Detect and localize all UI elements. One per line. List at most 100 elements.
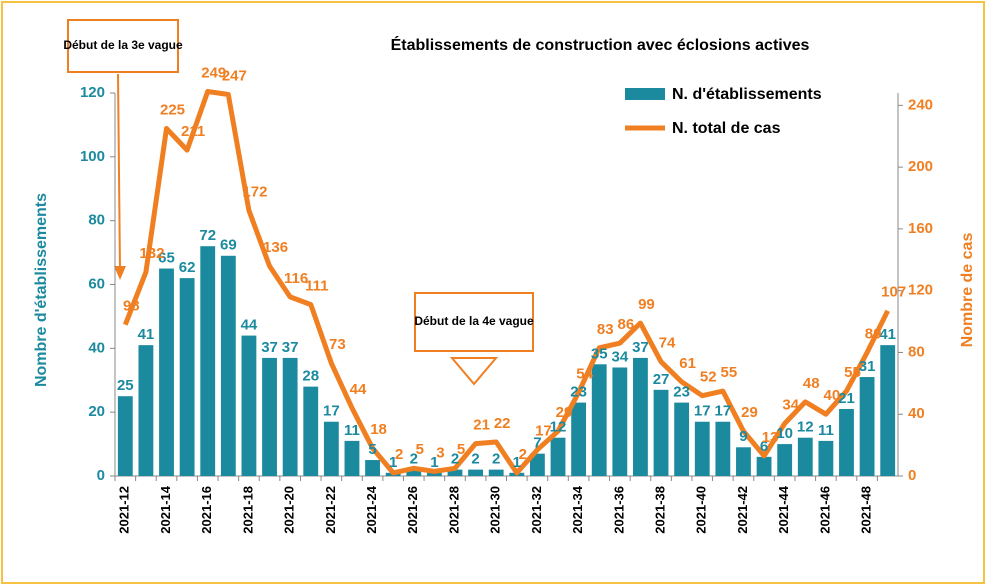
data-label: 41 — [138, 326, 155, 343]
bar — [653, 389, 669, 476]
data-label: 7 — [533, 435, 541, 452]
bar — [488, 469, 504, 476]
annotation-arrow — [449, 357, 499, 386]
bar — [612, 367, 628, 476]
data-label: 55 — [721, 364, 738, 381]
data-label: 41 — [879, 326, 896, 343]
data-label: 61 — [679, 355, 696, 372]
data-label: 3 — [436, 444, 444, 461]
data-label: 6 — [760, 438, 768, 455]
data-label: 2 — [395, 446, 403, 463]
bar — [859, 377, 875, 476]
data-label: 21 — [838, 390, 855, 407]
bar — [756, 456, 772, 476]
data-label: 73 — [329, 336, 346, 353]
data-label: 55 — [844, 364, 861, 381]
data-label: 2 — [492, 451, 500, 468]
bar — [633, 357, 648, 476]
data-label: 17 — [323, 403, 340, 420]
bar — [159, 268, 174, 476]
data-label: 11 — [344, 422, 360, 439]
x-tick-label: 2021-36 — [611, 486, 626, 534]
data-label: 22 — [494, 415, 511, 432]
bar — [426, 472, 442, 476]
x-tick-label: 2021-20 — [282, 486, 297, 534]
data-label: 5 — [457, 441, 465, 458]
x-tick-label: 2021-48 — [859, 486, 874, 534]
data-label: 29 — [741, 404, 758, 421]
x-tick-label: 2021-38 — [652, 486, 667, 534]
bar — [591, 364, 607, 476]
y-tick-label: 80 — [88, 212, 105, 229]
line — [122, 89, 890, 476]
bar — [529, 453, 545, 476]
data-label: 111 — [305, 278, 328, 295]
x-tick-label: 2021-22 — [323, 486, 338, 534]
data-label: 52 — [700, 369, 717, 386]
bar — [303, 386, 319, 476]
data-label: 5 — [416, 441, 424, 458]
x-tick-label: 2021-18 — [240, 486, 255, 534]
data-label: 11 — [818, 422, 834, 439]
data-label: 86 — [617, 316, 634, 333]
data-label: 1 — [513, 454, 521, 471]
data-label: 13 — [762, 429, 779, 446]
y-tick-label: 40 — [88, 339, 105, 356]
x-tick-label: 2021-16 — [199, 486, 214, 534]
annotation-arrowhead — [114, 266, 126, 280]
data-label: 80 — [865, 325, 882, 342]
data-label: 225 — [160, 101, 185, 118]
bar — [406, 469, 422, 476]
annotation-arrow — [117, 73, 121, 273]
data-label: 247 — [222, 68, 247, 85]
chart-title: Établissements de construction avec éclo… — [391, 35, 810, 54]
data-label: 211 — [181, 123, 205, 140]
data-label: 1 — [430, 454, 438, 471]
y2-tick-label: 80 — [908, 343, 925, 360]
data-label: 37 — [282, 339, 299, 356]
annotation: Début de la 4e vague — [414, 314, 534, 328]
x-tick-label: 2021-28 — [446, 486, 461, 534]
y-tick-label: 20 — [88, 403, 105, 420]
bar — [818, 440, 834, 476]
data-label: 17 — [715, 403, 732, 420]
bar — [447, 469, 463, 476]
x-tick-label: 2021-14 — [158, 485, 173, 533]
data-label: 25 — [117, 377, 134, 394]
data-label: 107 — [881, 284, 906, 301]
bar — [344, 440, 360, 476]
x-tick-label: 2021-34 — [570, 485, 585, 533]
bar — [200, 246, 216, 476]
data-label: 34 — [782, 396, 799, 413]
data-label: 18 — [370, 421, 387, 438]
data-label: 2 — [471, 451, 479, 468]
y-tick-label: 0 — [97, 467, 105, 484]
x-tick-label: 2021-46 — [817, 486, 832, 534]
bar — [571, 402, 587, 476]
x-tick-label: 2021-24 — [364, 485, 379, 533]
data-label: 62 — [179, 259, 196, 276]
y2-tick-label: 0 — [908, 467, 916, 484]
data-label: 74 — [659, 335, 676, 352]
legend-label: N. d'établissements — [672, 86, 822, 103]
data-label: 34 — [611, 348, 628, 365]
bar — [674, 402, 690, 476]
data-label: 48 — [803, 375, 820, 392]
data-label: 29 — [556, 404, 573, 421]
bar — [117, 396, 133, 476]
data-label: 37 — [632, 339, 649, 356]
data-label: 136 — [263, 239, 288, 256]
data-label: 12 — [797, 419, 814, 436]
data-label: 69 — [220, 237, 237, 254]
data-label: 132 — [139, 245, 164, 262]
y-tick-label: 100 — [80, 148, 105, 165]
data-label: 2 — [519, 446, 527, 463]
bar — [694, 421, 710, 476]
data-label: 65 — [158, 250, 175, 267]
data-label: 27 — [653, 371, 670, 388]
data-label: 40 — [824, 387, 841, 404]
data-label: 116 — [284, 270, 308, 287]
bar — [736, 447, 751, 476]
data-label: 44 — [350, 381, 367, 398]
